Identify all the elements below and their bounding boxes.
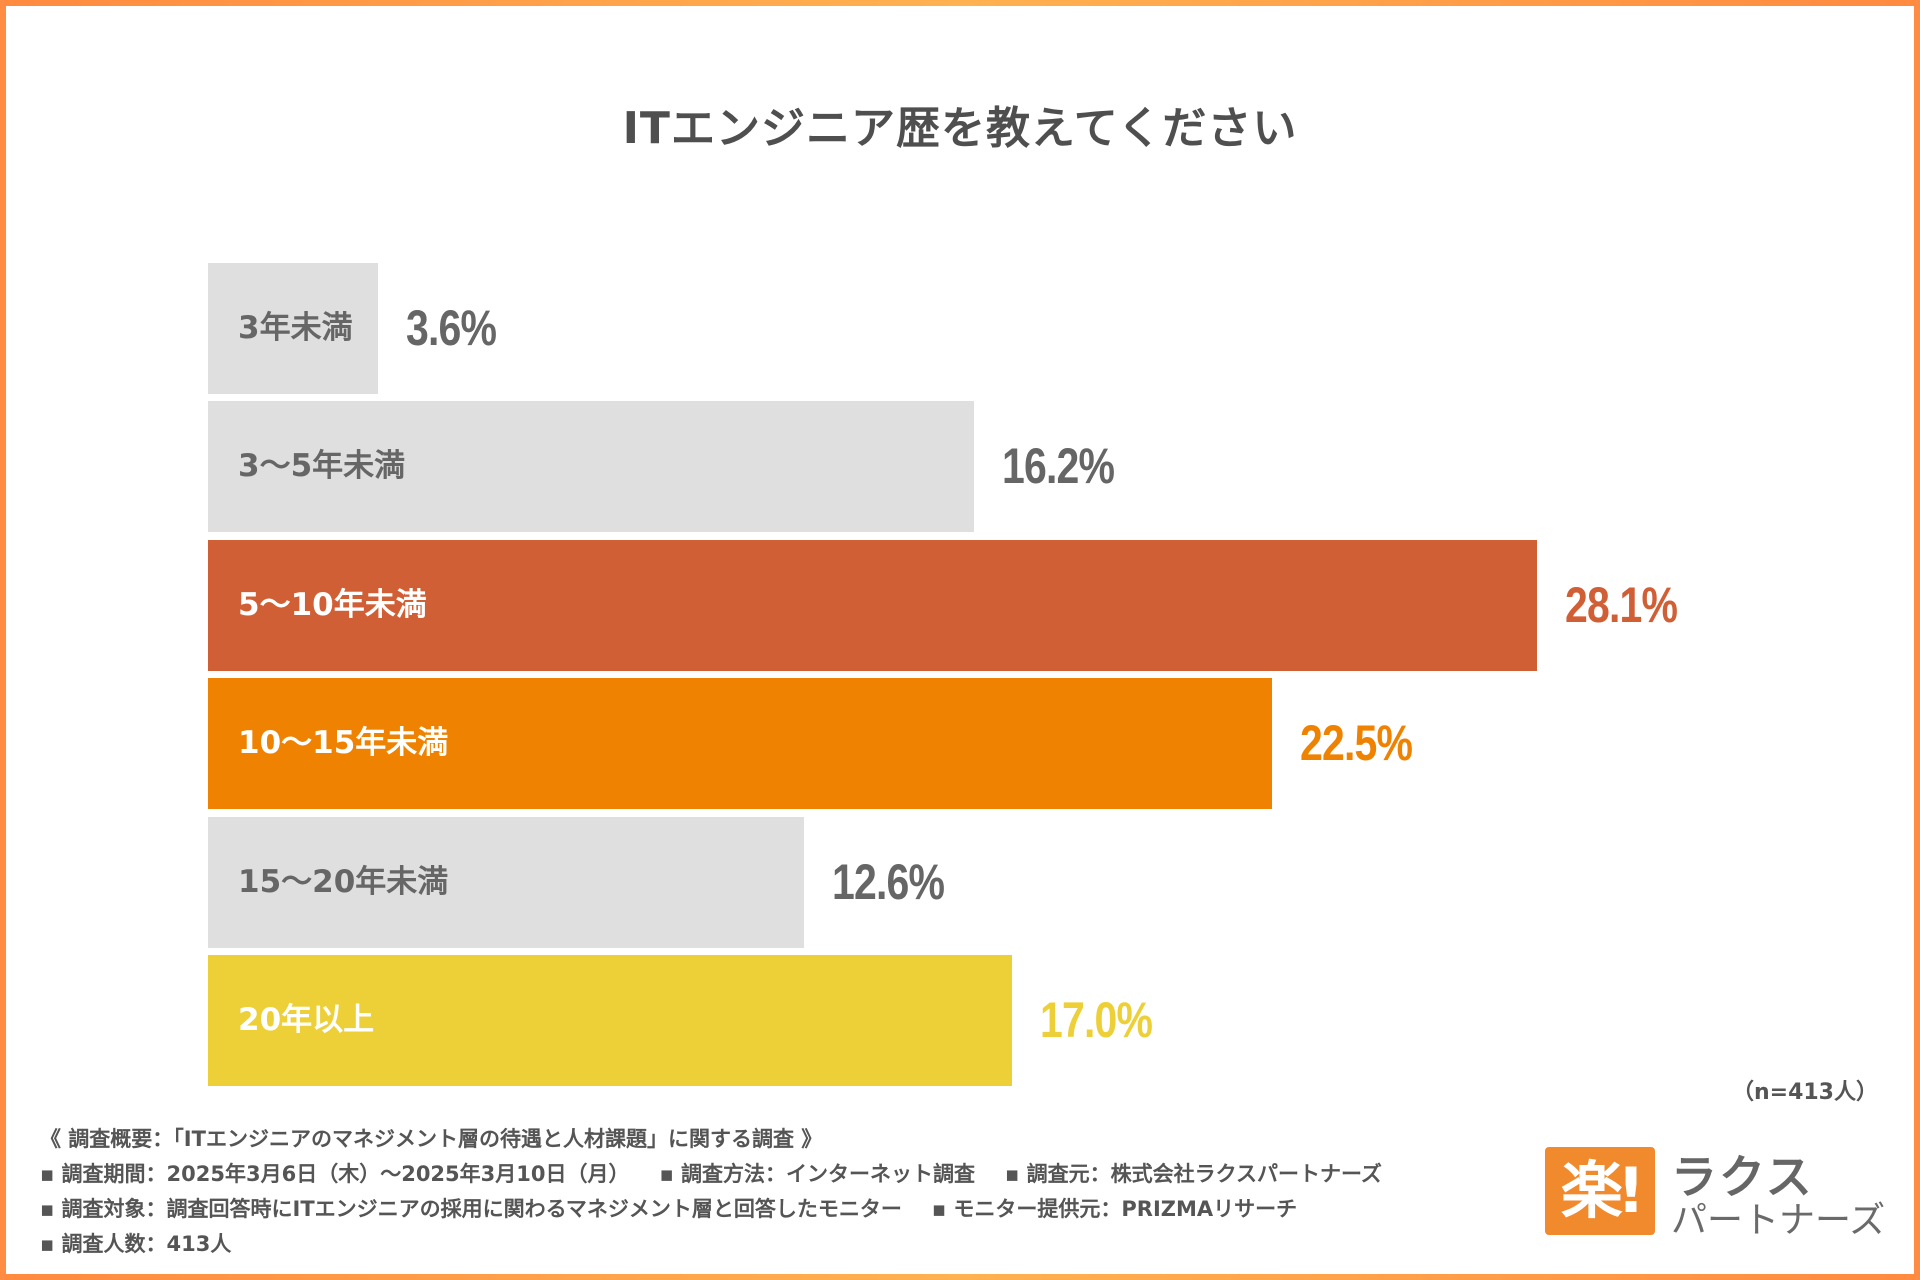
bar-category-label: 15〜20年未満: [238, 864, 449, 900]
bar-category-label: 20年以上: [238, 1002, 375, 1038]
bar-value-label: 28.1%: [1565, 577, 1678, 633]
bar-4: [208, 678, 1272, 809]
survey-source: ▪ 調査元：株式会社ラクスパートナーズ: [1005, 1162, 1382, 1186]
survey-provider: ▪ モニター提供元：PRIZMAリサーチ: [931, 1197, 1298, 1221]
logo-name-bottom: パートナーズ: [1671, 1200, 1886, 1241]
frame-border-bottom: [0, 1274, 1920, 1280]
survey-method: ▪ 調査方法：インターネット調査: [659, 1162, 976, 1186]
bar-6: [208, 955, 1012, 1086]
sample-size-note: （n=413人）: [1731, 1080, 1878, 1105]
bar-2: [208, 401, 974, 532]
company-logo: 楽! ラクス パートナーズ: [1545, 1147, 1885, 1241]
bar-value-label: 3.6%: [406, 300, 497, 356]
logo-mark: 楽!: [1545, 1147, 1655, 1235]
bar-value-label: 16.2%: [1002, 438, 1115, 494]
survey-line-target-provider: ▪ 調査対象：調査回答時にITエンジニアの採用に関わるマネジメント層と回答したモ…: [40, 1192, 1382, 1227]
bar-category-label: 3〜5年未満: [238, 448, 406, 484]
survey-target: ▪ 調査対象：調査回答時にITエンジニアの採用に関わるマネジメント層と回答したモ…: [40, 1197, 902, 1221]
bar-5: [208, 817, 804, 948]
survey-heading: 《 調査概要：「ITエンジニアのマネジメント層の待遇と人材課題」に関する調査 》: [40, 1127, 823, 1151]
bar-value-label: 22.5%: [1300, 715, 1413, 771]
frame-border-left: [0, 0, 6, 1280]
bar-value-label: 12.6%: [832, 854, 945, 910]
survey-line-period-method-source: ▪ 調査期間：2025年3月6日（木）〜2025年3月10日（月） ▪ 調査方法：…: [40, 1157, 1382, 1192]
bar-category-label: 5〜10年未満: [238, 587, 427, 623]
logo-name-top: ラクス: [1671, 1150, 1814, 1204]
survey-period: ▪ 調査期間：2025年3月6日（木）〜2025年3月10日（月）: [40, 1162, 630, 1186]
bar-value-label: 17.0%: [1040, 992, 1153, 1048]
bar-3: [208, 540, 1537, 671]
bar-chart: 3年未満 3.6% 3〜5年未満 16.2% 5〜10年未満 28.1% 10〜15年未満 2…: [208, 263, 1678, 1086]
frame-border-right: [1914, 0, 1920, 1280]
survey-count: ▪ 調査人数：413人: [40, 1232, 232, 1256]
bar-category-label: 3年未満: [238, 310, 353, 346]
survey-summary: 《 調査概要：「ITエンジニアのマネジメント層の待遇と人材課題」に関する調査 》…: [40, 1122, 1382, 1262]
bar-category-label: 10〜15年未満: [238, 725, 449, 761]
frame-border-top: [0, 0, 1920, 6]
chart-title: ITエンジニア歴を教えてください: [622, 103, 1298, 154]
bar-1: [208, 263, 378, 394]
